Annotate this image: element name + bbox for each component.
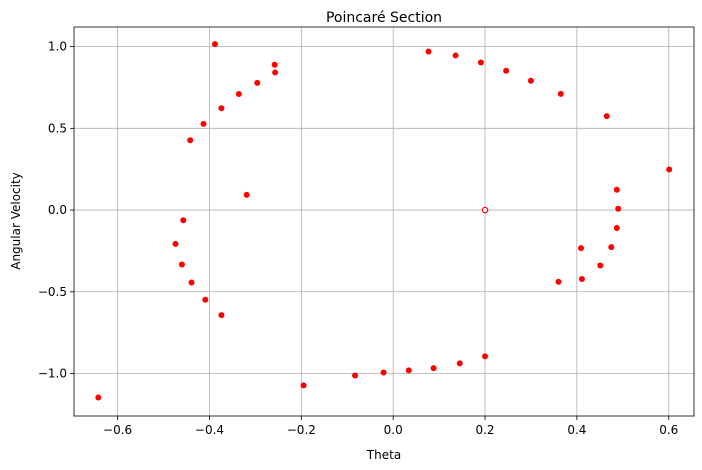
scatter-point (235, 91, 242, 98)
scatter-point (243, 191, 250, 198)
scatter-point (482, 353, 489, 360)
scatter-point (405, 367, 412, 374)
scatter-point (380, 369, 387, 376)
y-tick-label: −1.0 (38, 367, 67, 381)
y-tick-label: 0.0 (48, 203, 67, 217)
x-tick-label: 0.0 (384, 423, 403, 437)
scatter-points (95, 41, 673, 401)
scatter-point (613, 225, 620, 232)
scatter-point (178, 261, 185, 268)
scatter-point (202, 296, 209, 303)
scatter-point (503, 67, 510, 74)
scatter-point (172, 240, 179, 247)
y-tick-label: 0.5 (48, 121, 67, 135)
scatter-point (211, 41, 218, 48)
scatter-point (527, 77, 534, 84)
scatter-point (425, 48, 432, 55)
y-axis-label: Angular Velocity (9, 172, 23, 270)
scatter-point (254, 79, 261, 86)
scatter-point (200, 120, 207, 127)
y-tick-label: −0.5 (38, 285, 67, 299)
scatter-point (180, 217, 187, 224)
scatter-point (218, 105, 225, 112)
scatter-point (557, 90, 564, 97)
x-tick-label: −0.6 (103, 423, 132, 437)
scatter-point (452, 52, 459, 59)
scatter-point (555, 278, 562, 285)
chart-title: Poincaré Section (326, 10, 442, 26)
scatter-point (481, 206, 489, 214)
scatter-point (613, 186, 620, 193)
scatter-point (597, 262, 604, 269)
scatter-point (666, 166, 673, 173)
scatter-point (615, 205, 622, 212)
plot-frame (73, 26, 695, 417)
scatter-point (603, 113, 610, 120)
scatter-point (608, 244, 615, 251)
x-axis-ticks: −0.6 −0.4 −0.2 0.0 0.2 0.4 0.6 (103, 416, 678, 437)
grid-lines (74, 27, 694, 416)
x-tick-label: 0.2 (475, 423, 494, 437)
x-tick-label: 0.4 (567, 423, 586, 437)
x-axis-label: Theta (366, 448, 401, 462)
scatter-point (300, 382, 307, 389)
x-tick-label: −0.2 (287, 423, 316, 437)
scatter-point (477, 59, 484, 66)
scatter-point (271, 61, 278, 68)
x-tick-label: 0.6 (659, 423, 678, 437)
scatter-point (187, 137, 194, 144)
y-axis-ticks: −1.0 −0.5 0.0 0.5 1.0 (38, 40, 74, 381)
x-tick-label: −0.4 (195, 423, 224, 437)
scatter-point (188, 279, 195, 286)
scatter-point (95, 394, 102, 401)
scatter-point (578, 276, 585, 283)
y-tick-label: 1.0 (48, 40, 67, 54)
scatter-point (272, 69, 279, 76)
scatter-point (218, 312, 225, 319)
scatter-point (578, 245, 585, 252)
scatter-point (430, 365, 437, 372)
scatter-point (352, 372, 359, 379)
scatter-point (456, 360, 463, 367)
